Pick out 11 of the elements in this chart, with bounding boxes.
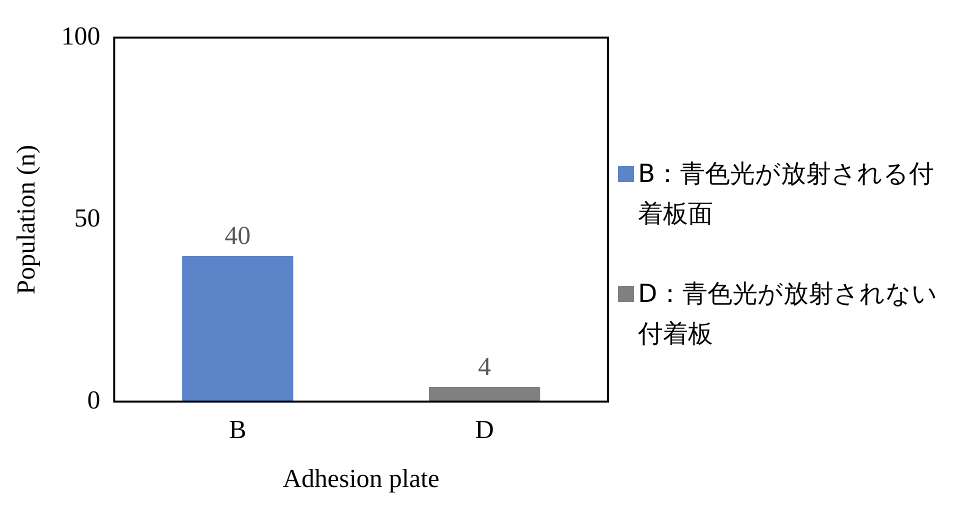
legend-label: B：青色光が放射される付着板面 <box>638 158 936 230</box>
y-tick-label: 50 <box>74 203 100 232</box>
y-tick-label: 0 <box>87 385 100 414</box>
data-label: 40 <box>224 220 251 250</box>
y-tick-label: 100 <box>61 21 100 50</box>
y-axis-title: Population (n) <box>11 144 40 294</box>
x-axis-title: Adhesion plate <box>282 464 440 494</box>
data-label: 4 <box>478 352 492 381</box>
legend-label: D：青色光が放射されない付着板 <box>638 278 938 350</box>
x-tick-label: B <box>228 415 246 444</box>
x-tick-label: D <box>475 415 494 444</box>
